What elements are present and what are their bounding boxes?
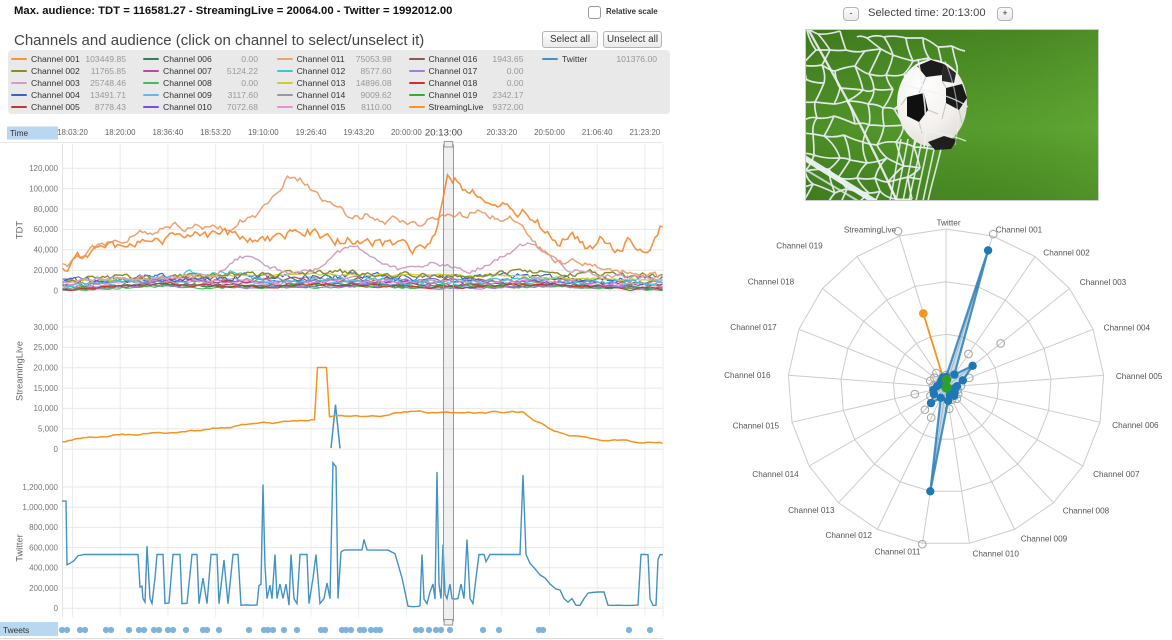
svg-text:0: 0: [54, 286, 59, 295]
svg-text:Channel 008: Channel 008: [1063, 506, 1110, 515]
svg-text:600,000: 600,000: [29, 543, 58, 552]
svg-text:30,000: 30,000: [34, 323, 59, 332]
svg-text:20:00:00: 20:00:00: [391, 128, 422, 137]
svg-text:21:23:20: 21:23:20: [630, 128, 661, 137]
svg-text:Channel 019: Channel 019: [776, 242, 823, 251]
svg-text:Channel 014: Channel 014: [752, 470, 799, 479]
svg-text:0: 0: [54, 445, 59, 454]
svg-text:StreamingLive: StreamingLive: [14, 341, 25, 401]
svg-text:Channel 017: Channel 017: [730, 323, 777, 332]
svg-text:TDT: TDT: [14, 221, 25, 239]
svg-text:StreamingLive: StreamingLive: [844, 226, 897, 235]
svg-text:Channel 010: Channel 010: [972, 550, 1019, 559]
svg-text:Channel 002: Channel 002: [1043, 249, 1090, 258]
svg-text:Channel 015: Channel 015: [733, 422, 780, 431]
svg-text:18:53:20: 18:53:20: [200, 128, 231, 137]
svg-text:10,000: 10,000: [34, 404, 59, 413]
svg-text:1,000,000: 1,000,000: [22, 503, 58, 512]
svg-text:5,000: 5,000: [38, 425, 59, 434]
svg-text:Channel 012: Channel 012: [825, 531, 872, 540]
svg-text:19:26:40: 19:26:40: [296, 128, 327, 137]
svg-text:60,000: 60,000: [34, 225, 59, 234]
svg-text:19:43:20: 19:43:20: [343, 128, 374, 137]
svg-text:80,000: 80,000: [34, 205, 59, 214]
svg-text:Channel 013: Channel 013: [788, 506, 835, 515]
svg-text:20:13:00: 20:13:00: [425, 128, 462, 139]
svg-text:800,000: 800,000: [29, 523, 58, 532]
svg-text:120,000: 120,000: [29, 164, 58, 173]
svg-text:Channel 007: Channel 007: [1093, 470, 1140, 479]
svg-text:20,000: 20,000: [34, 364, 59, 373]
svg-text:Channel 009: Channel 009: [1021, 535, 1068, 544]
svg-text:200,000: 200,000: [29, 584, 58, 593]
svg-text:40,000: 40,000: [34, 246, 59, 255]
svg-text:Channel 016: Channel 016: [724, 371, 771, 380]
svg-text:Channel 004: Channel 004: [1104, 323, 1151, 332]
svg-text:21:06:40: 21:06:40: [582, 128, 613, 137]
svg-text:20:33:20: 20:33:20: [486, 128, 517, 137]
svg-text:Channel 001: Channel 001: [996, 226, 1043, 235]
svg-text:0: 0: [54, 604, 59, 613]
svg-text:400,000: 400,000: [29, 564, 58, 573]
svg-text:18:03:20: 18:03:20: [57, 128, 88, 137]
svg-text:Channel 018: Channel 018: [748, 277, 795, 286]
svg-text:18:20:00: 18:20:00: [105, 128, 136, 137]
svg-text:Channel 011: Channel 011: [875, 548, 921, 557]
svg-text:Channel 005: Channel 005: [1116, 372, 1163, 381]
svg-text:Twitter: Twitter: [936, 219, 960, 228]
svg-text:Channel 006: Channel 006: [1112, 421, 1159, 430]
svg-text:25,000: 25,000: [34, 343, 59, 352]
svg-text:20:50:00: 20:50:00: [534, 128, 565, 137]
svg-text:20,000: 20,000: [34, 266, 59, 275]
svg-text:15,000: 15,000: [34, 384, 59, 393]
svg-text:Tweets: Tweets: [3, 625, 29, 635]
svg-text:1,200,000: 1,200,000: [22, 483, 58, 492]
svg-text:Channel 003: Channel 003: [1080, 278, 1127, 287]
svg-text:18:36:40: 18:36:40: [153, 128, 184, 137]
svg-text:Time: Time: [10, 128, 29, 138]
svg-text:Twitter: Twitter: [14, 534, 25, 562]
svg-text:19:10:00: 19:10:00: [248, 128, 279, 137]
svg-text:100,000: 100,000: [29, 184, 58, 193]
